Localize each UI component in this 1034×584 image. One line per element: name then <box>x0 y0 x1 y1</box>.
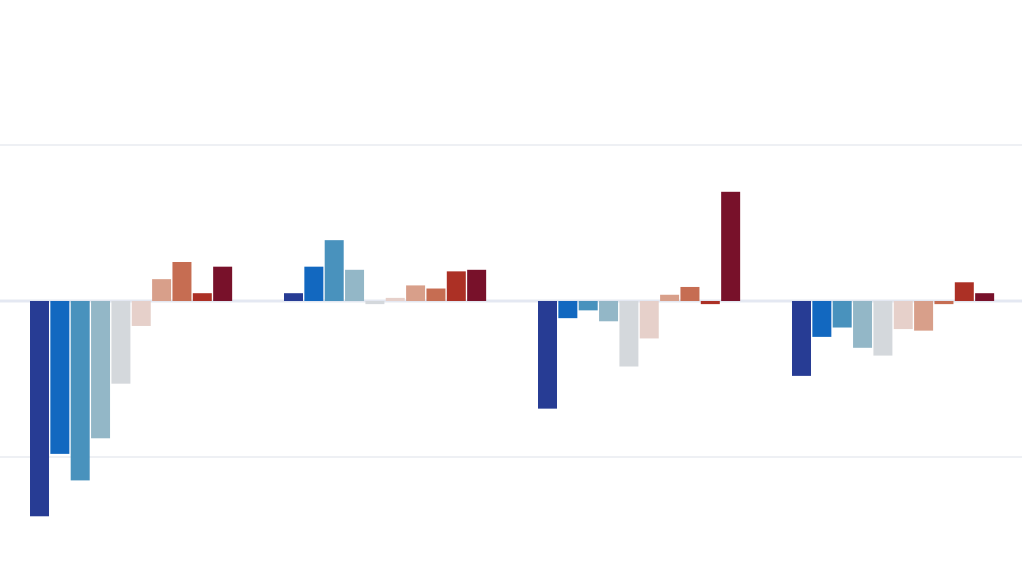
bar-group-2-series-10 <box>467 269 487 301</box>
bar-group-2-series-5 <box>365 301 385 305</box>
bar-group-1-series-3 <box>70 301 90 481</box>
bar-group-4-series-9 <box>954 282 974 301</box>
bar-group-1-series-2 <box>50 301 70 454</box>
bar-group-3-series-1 <box>538 301 557 409</box>
bars <box>30 191 995 517</box>
bar-group-2-series-8 <box>426 288 446 301</box>
bar-group-4-series-8 <box>934 301 954 305</box>
bar-group-3-series-10 <box>721 191 741 301</box>
bar-group-3-series-3 <box>578 301 598 311</box>
bar-group-3-series-2 <box>558 301 578 319</box>
bar-group-4-series-2 <box>812 301 832 337</box>
bar-group-1-series-7 <box>152 279 172 301</box>
bar-group-1-series-9 <box>192 293 212 301</box>
bar-group-3-series-8 <box>680 286 700 301</box>
bar-group-2-series-3 <box>324 240 344 301</box>
bar-group-2-series-9 <box>446 271 466 301</box>
bar-group-3-series-6 <box>639 301 659 339</box>
bar-group-4-series-6 <box>893 301 913 330</box>
bar-group-1-series-4 <box>91 301 111 439</box>
bar-group-4-series-1 <box>792 301 811 376</box>
bar-group-1-series-8 <box>172 262 192 301</box>
bar-group-1-series-6 <box>131 301 151 326</box>
bar-group-3-series-7 <box>660 294 680 301</box>
bar-group-1-series-1 <box>30 301 49 517</box>
bar-group-4-series-5 <box>873 301 893 356</box>
bar-group-4-series-10 <box>975 293 995 301</box>
bar-group-1-series-10 <box>213 266 233 301</box>
bar-group-2-series-4 <box>345 269 365 301</box>
bar-group-2-series-2 <box>304 266 324 301</box>
bar-group-2-series-7 <box>406 285 426 301</box>
bar-group-4-series-4 <box>853 301 873 348</box>
bar-group-2-series-1 <box>284 293 303 301</box>
bar-group-2-series-6 <box>385 297 405 301</box>
bar-group-4-series-3 <box>832 301 852 328</box>
bar-group-3-series-4 <box>599 301 619 322</box>
bar-group-1-series-5 <box>111 301 131 384</box>
bar-group-3-series-5 <box>619 301 639 367</box>
bar-group-4-series-7 <box>914 301 934 331</box>
bar-group-3-series-9 <box>700 301 720 305</box>
